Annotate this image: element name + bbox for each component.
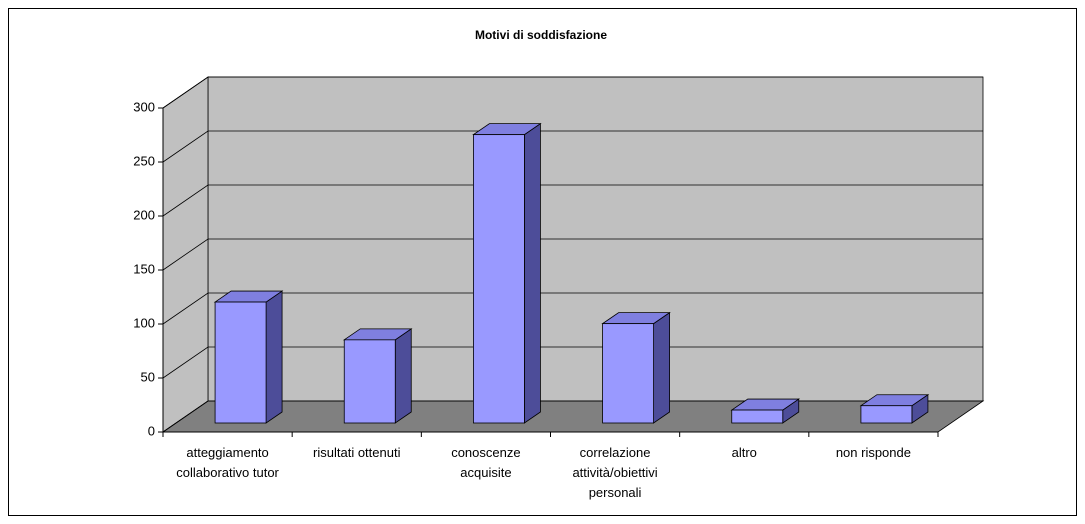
grid-line (162, 292, 983, 325)
grid-line (162, 76, 983, 109)
y-tick-label: 200 (133, 207, 155, 222)
x-tick-label: conoscenze acquisite (451, 445, 521, 480)
y-tick-label: 250 (133, 153, 155, 168)
grid-line (162, 130, 983, 163)
grid-line (162, 400, 983, 433)
grid-line (162, 238, 983, 271)
x-tick-label: atteggiamento collaborativo tutor (176, 445, 279, 480)
bar (343, 339, 396, 424)
bar (473, 134, 525, 424)
bar-side (653, 311, 670, 424)
y-tick-label: 100 (133, 315, 155, 330)
y-tick-label: 50 (141, 369, 155, 384)
x-tick-label: correlazione attività/obiettivi personal… (572, 445, 658, 500)
bar-side (265, 290, 283, 424)
grid-line (162, 346, 983, 379)
y-tick-label: 150 (133, 261, 155, 276)
bar-side (524, 122, 541, 424)
bar (731, 409, 784, 424)
y-tick-label: 300 (133, 99, 155, 114)
bar-side (394, 328, 412, 424)
chart-title: Motivi di soddisfazione (475, 28, 607, 42)
y-tick-label: 0 (148, 423, 155, 438)
x-tick-label: risultati ottenuti (313, 445, 401, 460)
bar (214, 301, 267, 424)
x-tick-label: altro (731, 445, 757, 460)
grid-line (162, 184, 983, 217)
bar (602, 323, 654, 424)
x-tick-label: non risponde (835, 445, 911, 460)
bar (860, 405, 913, 424)
floor (161, 400, 985, 433)
